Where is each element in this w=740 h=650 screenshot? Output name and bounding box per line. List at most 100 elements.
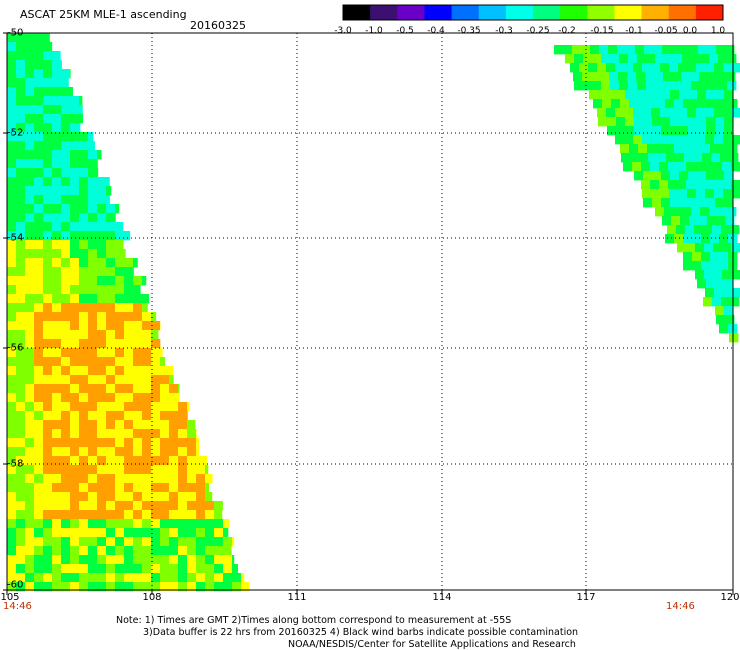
swath-cell [16, 537, 26, 547]
swath-cell [97, 447, 107, 457]
swath-cell [106, 393, 116, 403]
swath-cell [61, 402, 71, 412]
swath-cell [88, 330, 98, 340]
swath-cell [88, 213, 98, 223]
swath-cell [716, 315, 726, 325]
swath-cell [142, 555, 152, 565]
swath-cell [106, 501, 116, 511]
swath-cell [223, 555, 233, 565]
swath-cell [43, 582, 53, 592]
swath-cell [7, 87, 17, 97]
swath-cell [169, 402, 179, 412]
swath-cell [106, 195, 110, 205]
swath-cell [7, 240, 17, 250]
swath-cell [43, 420, 53, 430]
swath-cell [619, 54, 629, 64]
swath-cell [16, 213, 26, 223]
swath-cell [702, 153, 712, 163]
swath-cell [151, 321, 161, 331]
swath-cell [723, 189, 733, 199]
swath-cell [79, 447, 89, 457]
swath-cell [214, 519, 224, 529]
swath-cell [142, 564, 152, 574]
swath-cell [651, 108, 661, 118]
swath-cell [79, 303, 89, 313]
swath-cell [214, 555, 224, 565]
swath-cell [88, 429, 98, 439]
swath-cell [187, 465, 197, 475]
swath-cell [124, 231, 131, 241]
swath-cell [187, 474, 197, 484]
swath-cell [665, 99, 675, 109]
swath-cell [43, 474, 53, 484]
swath-cell [688, 171, 698, 181]
swath-cell [43, 303, 53, 313]
swath-cell [34, 501, 44, 511]
swath-cell [570, 63, 580, 73]
swath-cell [52, 393, 62, 403]
swath-cell [61, 60, 62, 70]
swath-cell [106, 573, 116, 583]
swath-cell [97, 204, 107, 214]
swath-cell [34, 456, 44, 466]
swath-cell [683, 99, 693, 109]
swath-cell [646, 54, 656, 64]
swath-cell [43, 321, 53, 331]
swath-cell [732, 108, 740, 118]
colorbar-segment [370, 5, 398, 20]
swath-cell [79, 231, 89, 241]
swath-cell [106, 474, 116, 484]
swath-cell [34, 105, 44, 115]
swath-cell [115, 402, 125, 412]
swath-cell [707, 216, 717, 226]
swath-cell [205, 456, 208, 466]
swath-cell [673, 81, 683, 91]
swath-cell [697, 90, 707, 100]
swath-cell [61, 303, 71, 313]
swath-cell [196, 528, 206, 538]
swath-cell [133, 285, 141, 295]
colorbar-segment [641, 5, 670, 20]
swath-cell [97, 195, 107, 205]
swath-cell [688, 117, 698, 127]
swath-cell [727, 207, 737, 217]
swath-cell [196, 429, 197, 439]
swath-cell [7, 366, 17, 376]
colorbar-label: -0.4 [427, 26, 445, 36]
swath-cell [43, 393, 53, 403]
swath-cell [115, 519, 125, 529]
swath-cell [662, 45, 672, 55]
swath-cell [719, 252, 729, 262]
swath-cell [627, 72, 637, 82]
swath-cell [25, 231, 35, 241]
swath-cell [652, 117, 662, 127]
swath-cell [124, 501, 134, 511]
swath-cell [205, 483, 210, 493]
swath-cell [115, 285, 125, 295]
swath-cell [713, 162, 723, 172]
swath-cell [88, 141, 95, 151]
swath-cell [70, 294, 80, 304]
swath-cell [79, 96, 83, 106]
swath-cell [660, 189, 670, 199]
swath-cell [61, 366, 71, 376]
swath-cell [133, 267, 134, 277]
swath-cell [70, 69, 71, 79]
swath-cell [115, 456, 125, 466]
swath-cell [716, 45, 726, 55]
colorbar-label: -0.05 [654, 26, 678, 36]
swath-cell [25, 294, 35, 304]
swath-cell [124, 348, 134, 358]
swath-cell [79, 204, 89, 214]
swath-cell [106, 276, 116, 286]
swath-cell [16, 303, 26, 313]
swath-cell [97, 177, 107, 187]
swath-cell [16, 555, 26, 565]
swath-cell [61, 87, 71, 97]
swath-cell [615, 135, 625, 145]
swath-cell [34, 267, 44, 277]
swath-cell [124, 393, 134, 403]
swath-cell [124, 582, 134, 592]
swath-cell [34, 159, 44, 169]
swath-cell [178, 474, 188, 484]
